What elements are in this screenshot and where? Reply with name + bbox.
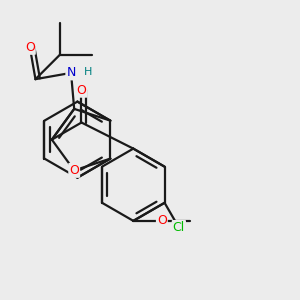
Text: O: O (157, 214, 167, 227)
Text: O: O (69, 164, 79, 177)
Text: O: O (76, 84, 86, 97)
Text: Cl: Cl (173, 221, 185, 234)
Text: N: N (66, 66, 76, 80)
Text: O: O (25, 41, 35, 54)
Text: H: H (84, 67, 92, 76)
